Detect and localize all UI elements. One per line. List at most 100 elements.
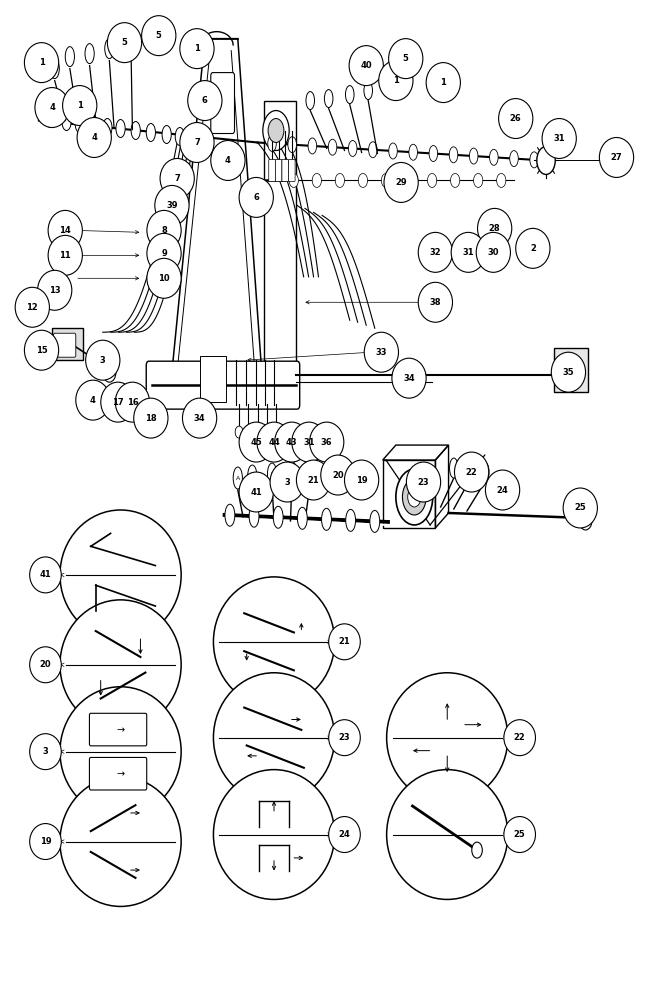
Ellipse shape: [349, 46, 383, 86]
Text: 10: 10: [158, 274, 170, 283]
Circle shape: [381, 173, 391, 187]
Text: 19: 19: [40, 837, 51, 846]
Ellipse shape: [131, 122, 141, 140]
Ellipse shape: [116, 120, 125, 138]
Text: →: →: [117, 725, 125, 735]
Ellipse shape: [298, 507, 308, 529]
Ellipse shape: [480, 462, 489, 482]
Text: 36: 36: [321, 438, 333, 447]
Text: →: →: [117, 769, 125, 779]
Ellipse shape: [147, 210, 181, 250]
Ellipse shape: [268, 135, 277, 151]
Text: 35: 35: [562, 368, 574, 377]
Text: 5: 5: [156, 31, 162, 40]
Circle shape: [396, 469, 433, 525]
Circle shape: [253, 426, 261, 438]
Ellipse shape: [392, 358, 426, 398]
Text: 8: 8: [161, 226, 167, 235]
Text: 1: 1: [194, 44, 200, 53]
Ellipse shape: [213, 673, 335, 803]
Ellipse shape: [364, 82, 372, 100]
Text: 38: 38: [430, 298, 441, 307]
Text: 15: 15: [36, 346, 48, 355]
FancyBboxPatch shape: [275, 159, 282, 181]
Ellipse shape: [46, 110, 55, 128]
Ellipse shape: [85, 44, 94, 64]
Text: 31: 31: [553, 134, 565, 143]
Ellipse shape: [162, 126, 172, 143]
Text: 20: 20: [40, 660, 51, 669]
Ellipse shape: [306, 459, 315, 481]
Circle shape: [474, 173, 483, 187]
Text: 34: 34: [194, 414, 205, 423]
Ellipse shape: [182, 398, 216, 438]
Text: 3: 3: [284, 478, 290, 487]
Ellipse shape: [213, 770, 335, 899]
Text: 19: 19: [356, 476, 368, 485]
Ellipse shape: [30, 734, 61, 770]
Ellipse shape: [267, 463, 277, 485]
FancyBboxPatch shape: [200, 356, 226, 402]
Ellipse shape: [563, 488, 597, 528]
Ellipse shape: [498, 99, 533, 139]
Ellipse shape: [60, 510, 181, 640]
Ellipse shape: [160, 158, 194, 198]
Text: 5: 5: [121, 38, 127, 47]
Circle shape: [538, 148, 554, 172]
Ellipse shape: [76, 380, 110, 420]
FancyBboxPatch shape: [53, 333, 76, 357]
Ellipse shape: [389, 39, 423, 79]
Ellipse shape: [329, 817, 360, 853]
Text: 11: 11: [59, 251, 71, 260]
Ellipse shape: [86, 340, 120, 380]
Ellipse shape: [346, 509, 356, 531]
Ellipse shape: [306, 92, 315, 110]
Text: A: A: [236, 476, 240, 481]
FancyBboxPatch shape: [147, 361, 300, 409]
Ellipse shape: [48, 210, 82, 250]
Ellipse shape: [24, 330, 59, 370]
Ellipse shape: [134, 398, 168, 438]
Text: 7: 7: [194, 138, 200, 147]
Ellipse shape: [60, 600, 181, 730]
Ellipse shape: [486, 470, 519, 510]
Circle shape: [403, 479, 426, 515]
FancyBboxPatch shape: [90, 713, 147, 746]
Ellipse shape: [257, 422, 291, 462]
Text: B: B: [270, 472, 274, 477]
Text: 27: 27: [610, 153, 622, 162]
Text: 1: 1: [440, 78, 446, 87]
Ellipse shape: [364, 332, 399, 372]
Ellipse shape: [418, 232, 453, 272]
Text: 18: 18: [145, 414, 156, 423]
Ellipse shape: [321, 508, 331, 530]
Text: 33: 33: [376, 348, 387, 357]
Text: 1: 1: [38, 58, 44, 67]
Text: 24: 24: [497, 486, 508, 495]
Circle shape: [408, 487, 421, 507]
Ellipse shape: [147, 233, 181, 273]
Ellipse shape: [515, 228, 550, 268]
Ellipse shape: [449, 458, 458, 478]
Ellipse shape: [30, 647, 61, 683]
Ellipse shape: [345, 86, 354, 104]
Ellipse shape: [155, 185, 189, 225]
Ellipse shape: [38, 270, 72, 310]
Text: 5: 5: [403, 54, 409, 63]
Text: 1: 1: [393, 76, 399, 85]
FancyBboxPatch shape: [90, 757, 147, 790]
Text: 4: 4: [90, 396, 96, 405]
Ellipse shape: [504, 817, 535, 853]
Ellipse shape: [510, 151, 518, 167]
Ellipse shape: [187, 81, 222, 121]
Ellipse shape: [329, 624, 360, 660]
Text: 20: 20: [332, 471, 344, 480]
Ellipse shape: [180, 123, 214, 162]
Circle shape: [268, 119, 284, 142]
Ellipse shape: [239, 422, 273, 462]
Text: 14: 14: [59, 226, 71, 235]
Ellipse shape: [180, 29, 214, 69]
Circle shape: [537, 146, 555, 174]
Ellipse shape: [273, 506, 283, 528]
Ellipse shape: [328, 139, 337, 155]
